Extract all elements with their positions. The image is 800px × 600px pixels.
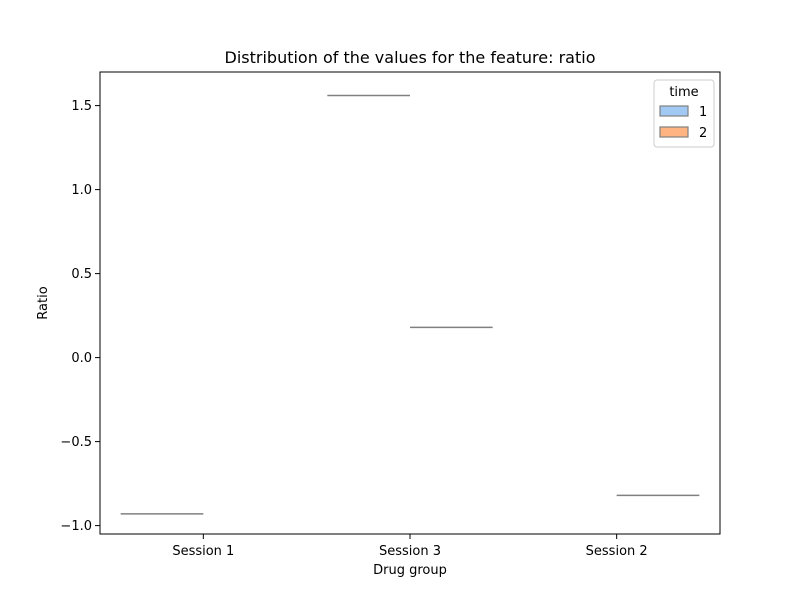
y-axis: −1.0 −0.5 0.0 0.5 1.0 1.5 <box>60 99 100 534</box>
x-tick-label: Session 2 <box>586 544 648 559</box>
legend-swatch-1 <box>659 105 689 117</box>
y-tick-label: 1.0 <box>71 183 92 198</box>
chart-title: Distribution of the values for the featu… <box>225 48 596 67</box>
legend-label: 1 <box>699 105 707 120</box>
y-tick-label: −1.0 <box>60 519 92 534</box>
x-axis-label: Drug group <box>373 563 447 578</box>
y-tick-label: 0.5 <box>71 267 92 282</box>
legend-swatch-2 <box>659 126 689 138</box>
y-tick-label: 0.0 <box>71 351 92 366</box>
data-marks <box>120 94 700 515</box>
x-tick-label: Session 3 <box>379 544 441 559</box>
x-tick-label: Session 1 <box>172 544 234 559</box>
y-tick-label: −0.5 <box>60 435 92 450</box>
x-axis: Session 1 Session 3 Session 2 <box>172 534 648 559</box>
plot-frame <box>99 71 721 535</box>
legend-label: 2 <box>699 126 707 141</box>
legend-title: time <box>669 85 698 100</box>
y-axis-label: Ratio <box>36 286 51 319</box>
y-tick-label: 1.5 <box>71 99 92 114</box>
